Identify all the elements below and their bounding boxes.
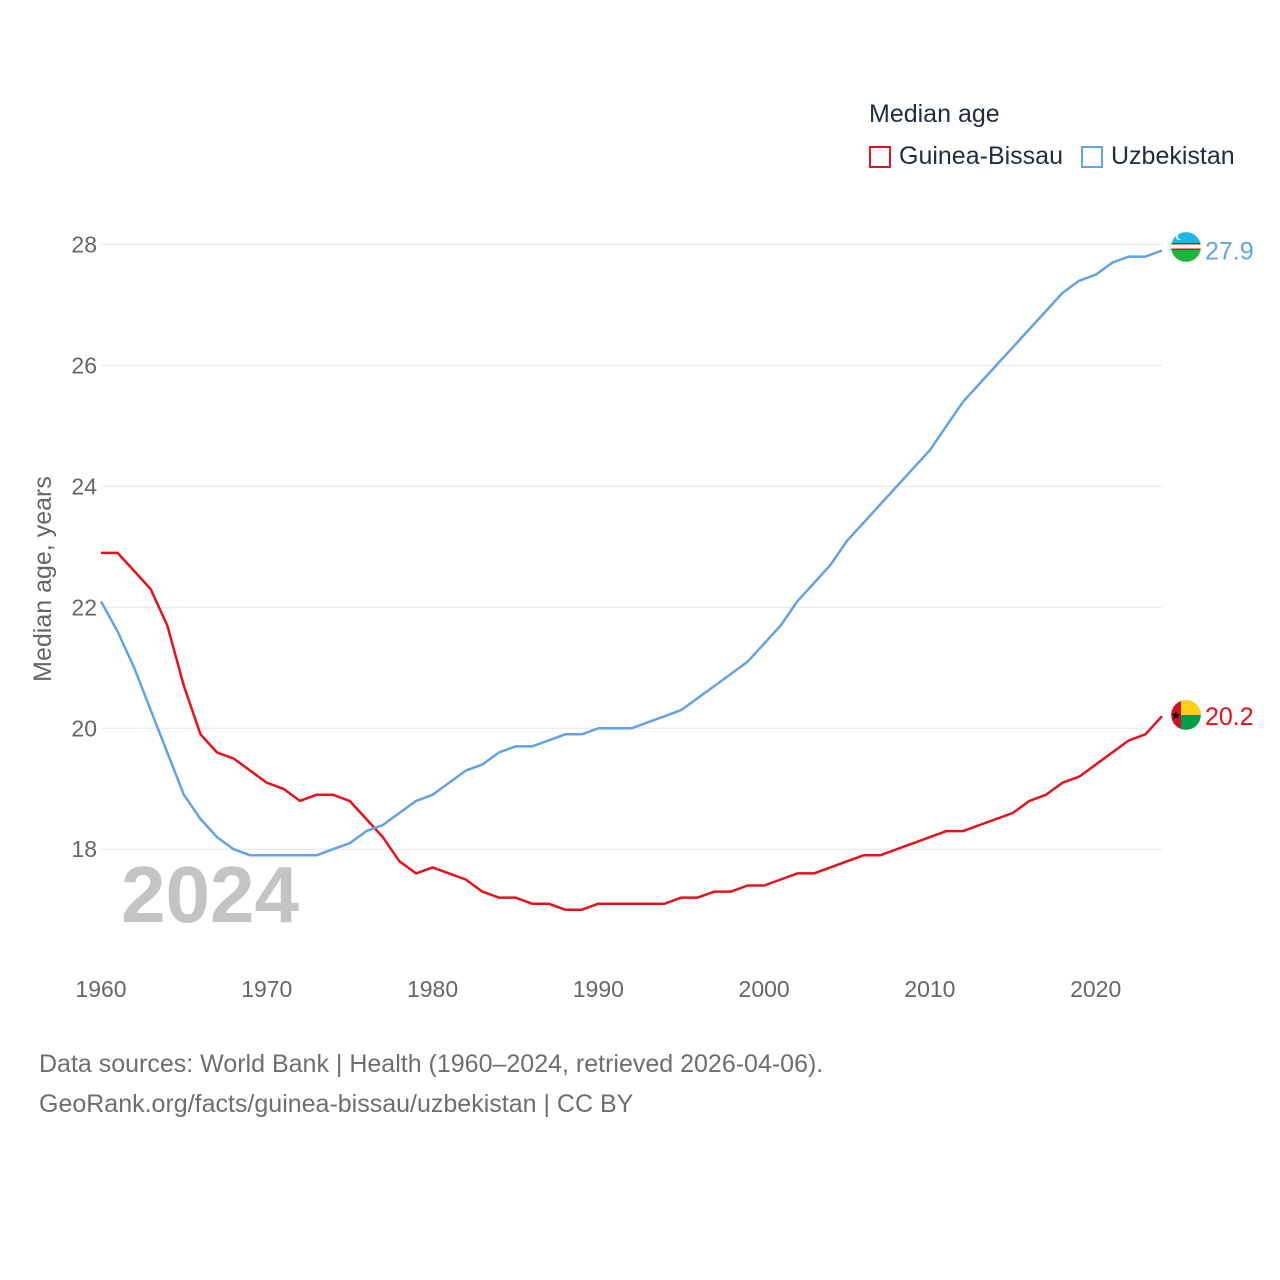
y-tick-label: 28: [71, 231, 97, 257]
end-value-label-uzbekistan: 27.9: [1205, 238, 1254, 266]
y-tick-label: 20: [71, 715, 97, 741]
y-axis: 18 20 22 24 26 28: [71, 231, 97, 862]
legend-item-guinea-bissau[interactable]: Guinea-Bissau: [869, 142, 1063, 171]
end-value-label-guinea-bissau: 20.2: [1205, 703, 1254, 731]
x-tick-label: 1990: [573, 976, 624, 1002]
y-tick-label: 26: [71, 352, 97, 378]
x-tick-label: 1980: [407, 976, 458, 1002]
x-tick-label: 2010: [904, 976, 955, 1002]
x-axis: 1960 1970 1980 1990 2000 2010 2020: [75, 976, 1121, 1002]
x-tick-label: 2020: [1070, 976, 1121, 1002]
legend: Guinea-Bissau Uzbekistan: [869, 142, 1253, 171]
y-tick-label: 24: [71, 473, 97, 499]
legend-swatch-uzbekistan: [1080, 145, 1103, 168]
x-tick-label: 2000: [739, 976, 790, 1002]
legend-label-guinea-bissau: Guinea-Bissau: [899, 142, 1063, 170]
data-source-footer: Data sources: World Bank | Health (1960–…: [39, 1044, 823, 1124]
attribution-link[interactable]: GeoRank.org/facts/guinea-bissau/uzbekist…: [39, 1090, 634, 1118]
y-tick-label: 18: [71, 836, 97, 862]
legend-swatch-guinea-bissau: [869, 145, 891, 168]
legend-label-uzbekistan: Uzbekistan: [1110, 142, 1235, 170]
legend-item-uzbekistan[interactable]: Uzbekistan: [1080, 142, 1235, 171]
series-line-guinea-bissau: [101, 551, 1163, 911]
source-line: Data sources: World Bank | Health (1960–…: [39, 1050, 824, 1078]
legend-title: Median age: [869, 100, 1000, 128]
y-axis-title: Median age, years: [29, 476, 57, 682]
uzbekistan-flag-icon: [1171, 232, 1201, 262]
series-lines: [99, 249, 1163, 911]
year-watermark: 2024: [121, 850, 299, 939]
x-tick-label: 1960: [75, 976, 126, 1002]
series-line-uzbekistan: [99, 249, 1163, 857]
y-tick-label: 22: [71, 594, 97, 620]
x-tick-label: 1970: [241, 976, 292, 1002]
end-labels: 20.2 27.9: [1205, 238, 1254, 732]
grid-lines: [101, 243, 1162, 850]
